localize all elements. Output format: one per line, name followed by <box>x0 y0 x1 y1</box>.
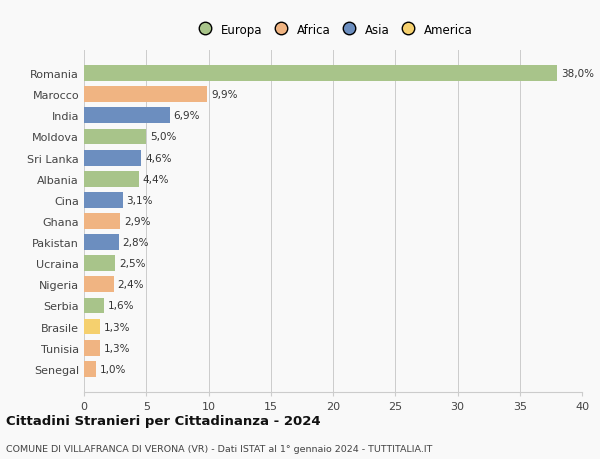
Bar <box>84 235 119 251</box>
Text: 2,9%: 2,9% <box>124 217 151 226</box>
Bar <box>84 66 557 82</box>
Text: 9,9%: 9,9% <box>211 90 238 100</box>
Bar <box>84 213 120 230</box>
Text: Cittadini Stranieri per Cittadinanza - 2024: Cittadini Stranieri per Cittadinanza - 2… <box>6 414 320 428</box>
Text: 38,0%: 38,0% <box>561 69 594 79</box>
Bar <box>84 192 122 208</box>
Bar <box>84 361 97 377</box>
Text: 2,8%: 2,8% <box>122 238 149 247</box>
Text: 1,0%: 1,0% <box>100 364 127 374</box>
Text: 5,0%: 5,0% <box>150 132 176 142</box>
Bar <box>84 108 170 124</box>
Bar <box>84 319 100 335</box>
Text: 3,1%: 3,1% <box>127 196 153 205</box>
Text: 6,9%: 6,9% <box>173 111 200 121</box>
Bar <box>84 298 104 313</box>
Bar <box>84 277 114 292</box>
Text: 1,3%: 1,3% <box>104 343 130 353</box>
Legend: Europa, Africa, Asia, America: Europa, Africa, Asia, America <box>189 19 477 41</box>
Bar <box>84 256 115 272</box>
Text: 1,3%: 1,3% <box>104 322 130 332</box>
Bar <box>84 129 146 145</box>
Bar <box>84 340 100 356</box>
Text: 2,4%: 2,4% <box>118 280 144 290</box>
Text: 4,6%: 4,6% <box>145 153 172 163</box>
Text: 2,5%: 2,5% <box>119 258 145 269</box>
Text: COMUNE DI VILLAFRANCA DI VERONA (VR) - Dati ISTAT al 1° gennaio 2024 - TUTTITALI: COMUNE DI VILLAFRANCA DI VERONA (VR) - D… <box>6 444 433 453</box>
Bar <box>84 171 139 187</box>
Text: 4,4%: 4,4% <box>143 174 169 185</box>
Bar <box>84 151 141 166</box>
Bar <box>84 87 207 103</box>
Text: 1,6%: 1,6% <box>107 301 134 311</box>
